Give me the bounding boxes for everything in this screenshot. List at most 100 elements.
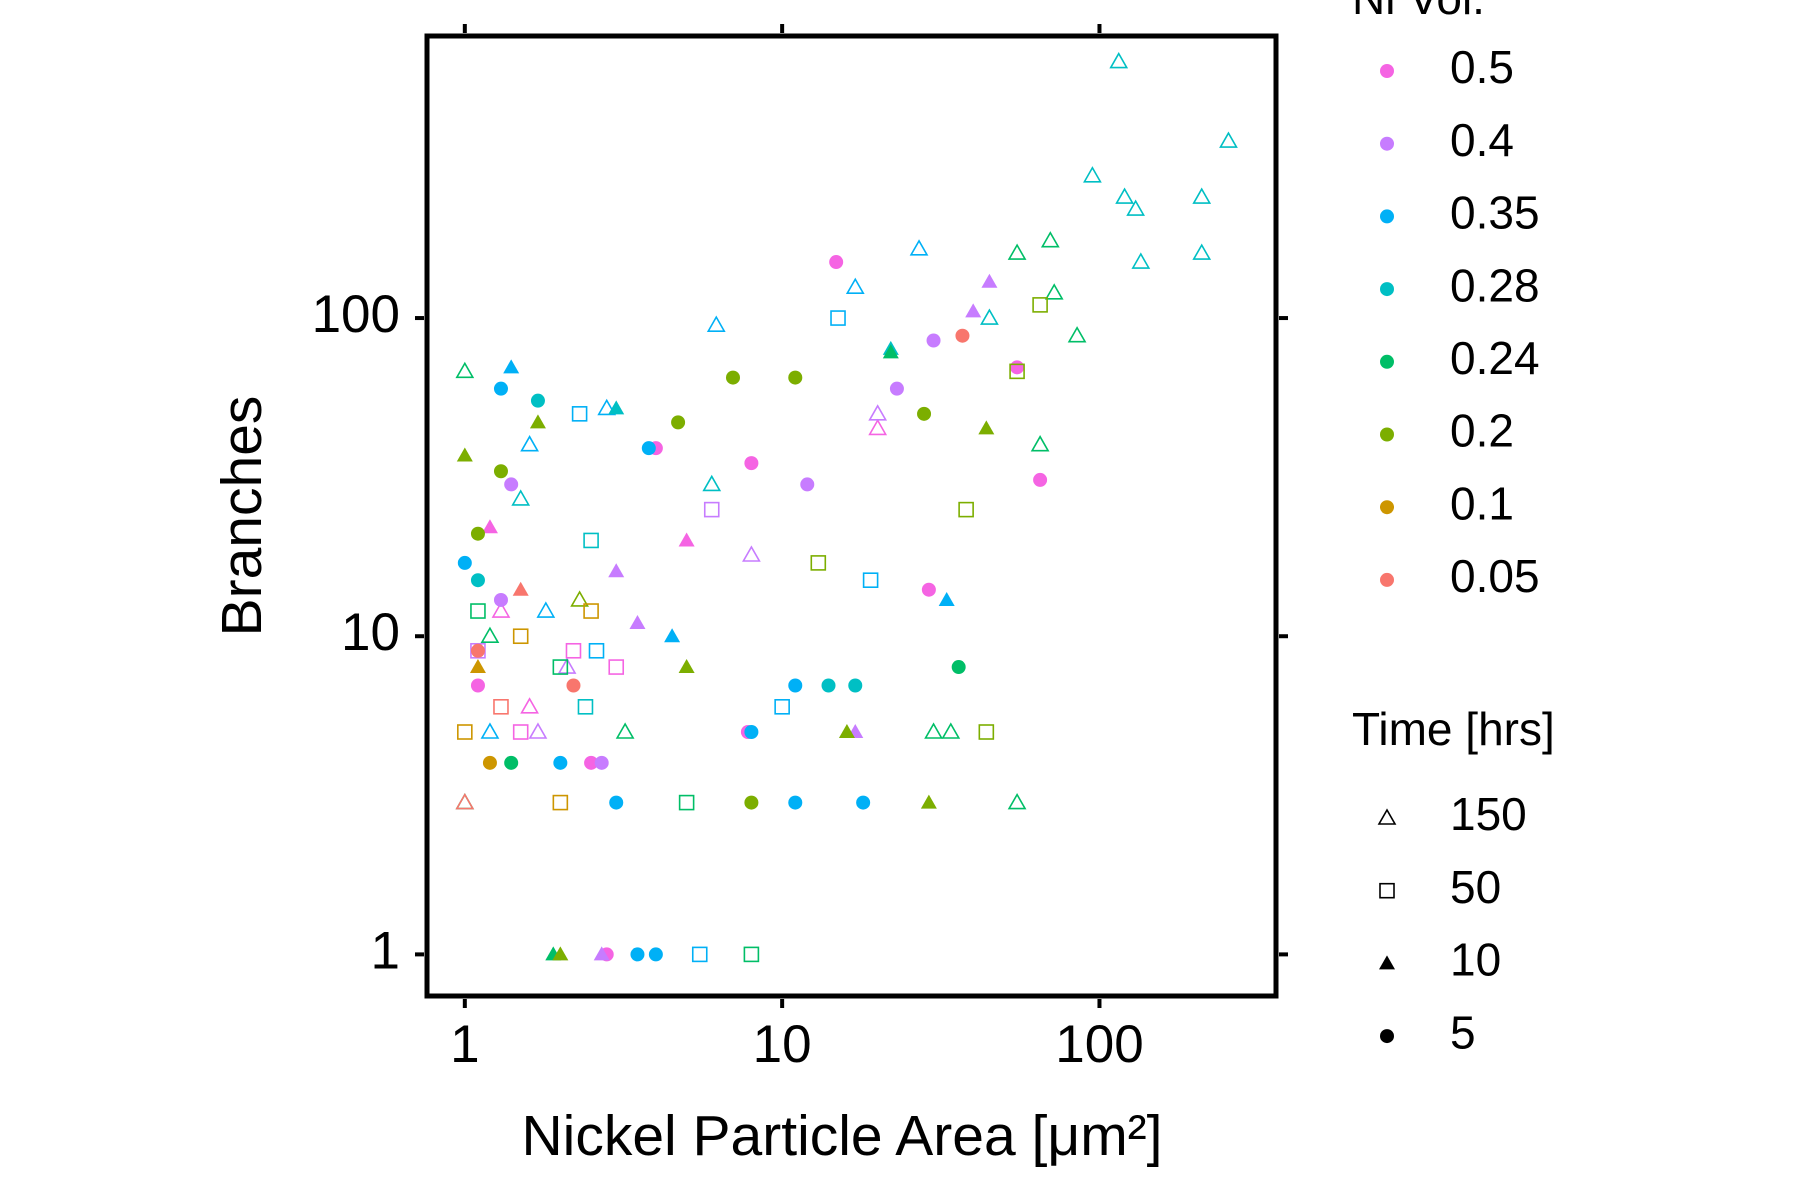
point [1192,187,1212,204]
point [909,239,929,256]
legend-label: 0.35 [1450,187,1540,239]
point [469,659,486,674]
point [788,370,803,385]
legend-label: 0.24 [1450,332,1540,384]
point [1115,187,1134,204]
point [1010,360,1025,375]
point [608,563,625,578]
point [744,456,759,471]
point [821,678,836,693]
point [1007,243,1027,260]
point [470,526,485,541]
point [609,795,624,810]
point [706,315,726,332]
y-tick-label: 10 [341,603,400,662]
point [1192,243,1212,260]
point [571,406,588,422]
point [671,415,686,430]
point [838,724,855,739]
point [810,555,827,571]
point [980,308,999,325]
legend-swatch [1380,427,1394,442]
point [520,435,539,452]
point [1377,808,1397,825]
point [800,477,815,492]
x-tick-label: 1 [450,1015,479,1074]
plot-border [424,33,1279,999]
point [1219,131,1238,148]
point [920,794,937,809]
point [965,303,982,318]
point [702,474,722,492]
point [788,795,803,810]
point [577,699,594,715]
point [1379,955,1395,970]
point [536,601,556,618]
point [641,441,656,456]
point [588,642,605,659]
point [1109,51,1129,69]
point [528,722,548,739]
y-tick-label: 1 [371,921,400,980]
point [493,464,508,479]
point [512,628,529,645]
point [1007,792,1027,810]
point [481,519,498,534]
point [743,946,760,963]
legend-swatch [1380,354,1394,369]
point [630,947,645,962]
y-tick-label: 100 [312,285,400,344]
point [552,946,569,961]
point [455,361,475,379]
point [978,724,995,740]
point [856,795,871,810]
point [703,501,720,518]
point [889,381,904,396]
point [593,946,610,961]
point [457,724,473,740]
legend-label: 0.4 [1450,114,1514,166]
point [566,678,581,693]
point [482,755,497,770]
point [1009,363,1025,380]
point [456,447,473,462]
legend-label: 0.5 [1450,41,1514,93]
point [1083,166,1102,183]
point [1380,1029,1394,1044]
point [924,722,943,739]
point [608,400,625,415]
point [742,545,761,562]
legend-label: 0.2 [1450,405,1514,457]
point [664,628,681,643]
point [1131,252,1151,269]
point [868,404,888,421]
point [470,573,485,588]
point [981,273,998,288]
point [829,255,844,270]
legend-label: 0.05 [1450,550,1540,602]
point [1033,472,1048,487]
legend-swatch [1380,500,1394,515]
point [530,393,545,408]
point [493,699,509,715]
point [1044,283,1064,300]
point [941,722,961,739]
point [830,310,846,326]
legend-swatch [1380,282,1394,297]
legend-swatch [1380,136,1394,151]
point [594,755,609,770]
point [1040,231,1060,248]
legend-swatch [1380,572,1394,587]
point [1379,882,1395,899]
point [744,795,759,810]
point [615,722,635,739]
point [1067,326,1087,343]
x-tick-label: 100 [1055,1015,1143,1074]
point [504,755,519,770]
point [845,277,865,295]
point [503,359,520,374]
point [608,659,625,675]
point [788,678,803,693]
point [1126,199,1146,216]
